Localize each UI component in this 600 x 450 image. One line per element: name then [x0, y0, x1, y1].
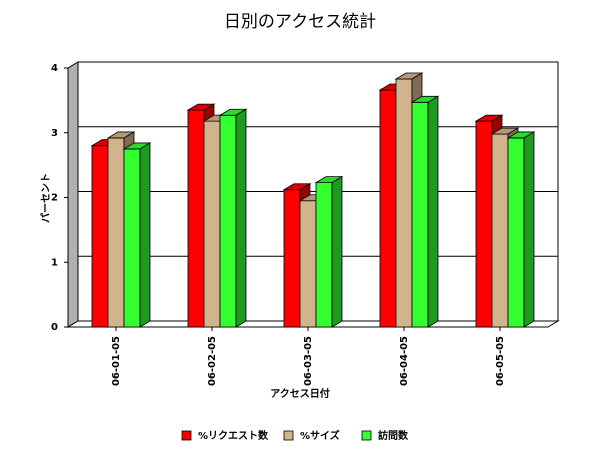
bar-3d	[314, 175, 344, 328]
bar	[315, 182, 333, 328]
bar-side	[139, 142, 151, 328]
y-tick-label: 3	[51, 128, 58, 139]
bar	[91, 145, 109, 328]
bar-side	[235, 108, 247, 328]
bar	[123, 148, 141, 328]
bar	[491, 133, 509, 328]
bar-side	[331, 175, 343, 328]
bar-3d	[218, 108, 248, 328]
bar	[475, 120, 493, 328]
x-axis-label: アクセス日付	[270, 387, 330, 400]
legend-label: 訪問数	[378, 429, 409, 442]
bar	[299, 200, 317, 328]
legend-swatch	[361, 430, 372, 441]
x-tick-label: 06-03-05	[303, 336, 314, 386]
y-tick-label: 4	[51, 63, 58, 74]
bar	[411, 101, 429, 328]
chart-title: 日別のアクセス統計	[224, 12, 376, 32]
x-tick-label: 06-02-05	[207, 336, 218, 386]
x-tick-label: 06-01-05	[111, 336, 122, 386]
legend-label: %サイズ	[300, 429, 340, 442]
bar	[507, 137, 525, 328]
bar	[379, 89, 397, 328]
x-tick-label: 06-04-05	[399, 336, 410, 386]
y-axis-label: パーセント	[40, 173, 52, 223]
bar	[187, 109, 205, 328]
y-tick-label: 0	[51, 322, 58, 333]
bar	[107, 137, 125, 328]
bar-side	[523, 131, 535, 328]
legend-label: %リクエスト数	[198, 429, 269, 442]
bar	[219, 114, 237, 328]
legend-swatch	[181, 430, 192, 441]
x-tick-label: 06-05-05	[495, 336, 506, 386]
bar-side	[427, 95, 439, 328]
y-tick-label: 2	[51, 193, 58, 204]
bar	[203, 120, 221, 328]
left-wall	[67, 61, 79, 328]
y-tick-label: 1	[51, 257, 58, 268]
bar-3d	[410, 95, 440, 328]
bar	[283, 189, 301, 328]
bar-3d	[122, 142, 152, 328]
bar-3d	[506, 131, 536, 328]
bar	[395, 78, 413, 328]
legend-swatch	[283, 430, 294, 441]
